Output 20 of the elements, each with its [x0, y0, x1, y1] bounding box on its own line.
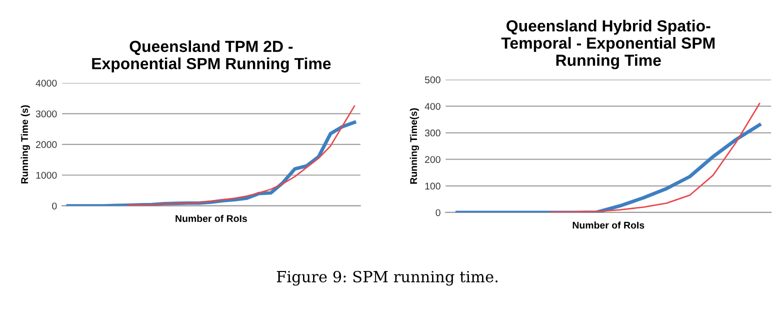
chart-title: Queensland Hybrid Spatio- Temporal - Exponential SPM Running Time: [501, 20, 715, 70]
y-tick-label: 100: [425, 182, 440, 190]
line-series: [126, 105, 356, 206]
y-tick-label: 0: [52, 202, 57, 210]
y-tick-label: 400: [424, 102, 440, 110]
y-tick-label: 0: [436, 209, 440, 216]
line-series: [550, 102, 760, 212]
y-tick-label: 4000: [36, 80, 57, 87]
y-axis-title: Running Time(s): [410, 108, 419, 184]
y-tick-label: 200: [425, 156, 440, 163]
y-tick-label: 2000: [36, 141, 57, 148]
y-tick-label: 1000: [36, 172, 57, 179]
y-axis-title: Running Time (s): [20, 105, 30, 184]
x-axis-title: Number of RoIs: [176, 214, 247, 222]
chart-title: Queensland TPM 2D - Exponential SPM Running Time: [92, 40, 331, 72]
y-tick-label: 500: [424, 76, 440, 84]
y-tick-label: 300: [424, 130, 440, 136]
y-tick-label: 3000: [36, 110, 57, 118]
caption: Figure 9: SPM running time.: [276, 270, 498, 286]
x-axis-title: Number of RoIs: [572, 222, 644, 229]
